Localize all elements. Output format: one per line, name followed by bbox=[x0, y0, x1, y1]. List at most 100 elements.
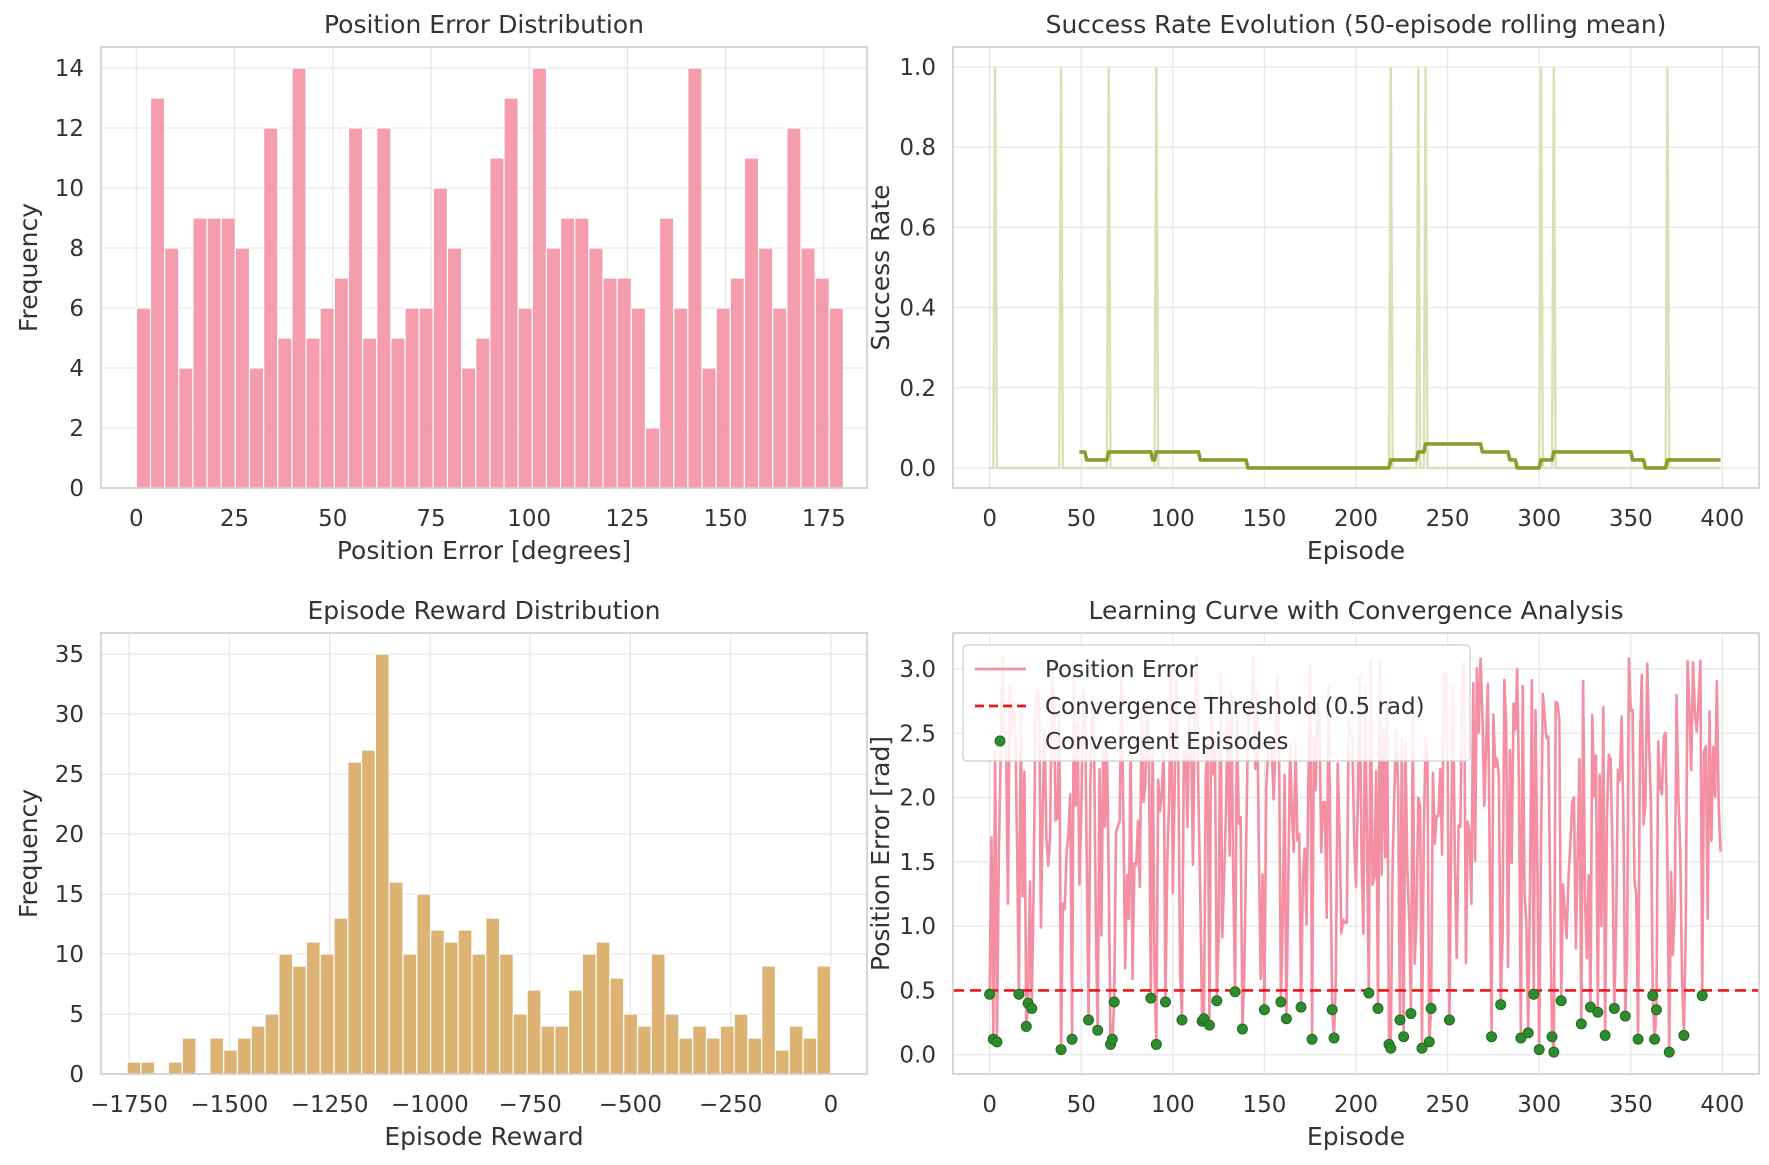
convergent-point bbox=[1522, 1027, 1534, 1039]
histogram-bar bbox=[814, 277, 830, 489]
histogram-bar bbox=[135, 307, 152, 489]
convergent-point bbox=[1066, 1033, 1078, 1045]
histogram-bar bbox=[650, 953, 666, 1075]
convergent-point bbox=[1405, 1008, 1417, 1020]
y-tick-label: 0.4 bbox=[899, 296, 936, 322]
histogram-bar bbox=[489, 157, 505, 489]
x-tick-label: 50 bbox=[318, 506, 347, 532]
chart-title: Episode Reward Distribution bbox=[307, 596, 660, 625]
histogram-bar bbox=[774, 1049, 790, 1075]
convergent-point bbox=[1203, 1019, 1215, 1031]
convergent-point bbox=[1229, 986, 1241, 998]
histogram-bar bbox=[388, 881, 404, 1075]
panel-1: 0 25 50 75 100 125 150 175 0 2 4 6 8 10 12 14 Position E… bbox=[14, 10, 868, 565]
chart-title: Learning Curve with Convergence Analysis bbox=[1089, 596, 1624, 625]
histogram-bar bbox=[416, 893, 432, 1075]
convergent-point bbox=[1555, 995, 1567, 1007]
convergent-point bbox=[984, 988, 996, 1000]
histogram-bar bbox=[816, 965, 832, 1075]
legend-swatch-point bbox=[994, 735, 1006, 747]
histogram-bar bbox=[223, 1049, 239, 1075]
histogram-bar bbox=[443, 941, 459, 1075]
legend: Position Error Convergence Threshold (0.5… bbox=[962, 644, 1471, 762]
histogram-bar bbox=[220, 217, 236, 489]
y-tick-label: 2.5 bbox=[899, 721, 936, 747]
x-tick-label: 75 bbox=[416, 506, 445, 532]
histogram-bar bbox=[457, 929, 473, 1075]
histogram-bar bbox=[743, 157, 760, 489]
convergent-point bbox=[1599, 1029, 1611, 1041]
x-tick-label: 100 bbox=[1151, 1092, 1195, 1118]
plot-frame bbox=[100, 632, 868, 1075]
histogram-bar bbox=[264, 1013, 280, 1075]
convergent-point bbox=[1632, 1033, 1644, 1045]
legend-label: Convergence Threshold (0.5 rad) bbox=[1045, 694, 1425, 720]
x-tick-label: 400 bbox=[1700, 506, 1744, 532]
histogram-bar bbox=[319, 953, 335, 1075]
x-tick-label: −500 bbox=[599, 1092, 662, 1118]
y-tick-label: 2 bbox=[69, 416, 84, 442]
x-tick-label: 50 bbox=[1067, 506, 1096, 532]
chart-title: Position Error Distribution bbox=[324, 10, 644, 39]
histogram-bar bbox=[236, 1037, 252, 1075]
convergent-point bbox=[1584, 1001, 1596, 1013]
convergent-point bbox=[1495, 999, 1507, 1011]
convergent-point bbox=[1608, 1002, 1620, 1014]
histogram-bar bbox=[446, 247, 463, 489]
convergent-point bbox=[1363, 987, 1375, 999]
convergent-point bbox=[1575, 1018, 1587, 1030]
histogram-bar bbox=[802, 1037, 818, 1075]
y-tick-label: 4 bbox=[69, 356, 84, 382]
histogram-bar bbox=[786, 127, 802, 489]
histogram-bar bbox=[636, 1025, 652, 1075]
histogram-bar bbox=[126, 1061, 142, 1075]
histogram-bar bbox=[719, 1025, 735, 1075]
histogram-bar bbox=[644, 427, 661, 489]
convergent-point bbox=[1423, 1036, 1435, 1048]
x-tick-label: 50 bbox=[1067, 1092, 1096, 1118]
y-tick-label: 30 bbox=[55, 702, 84, 728]
y-tick-label: 1.0 bbox=[899, 914, 936, 940]
convergent-point bbox=[1548, 1046, 1560, 1058]
histogram-bar bbox=[630, 307, 647, 489]
histogram-bar bbox=[559, 217, 576, 489]
histogram-bar bbox=[206, 217, 222, 489]
x-tick-label: 400 bbox=[1700, 1092, 1744, 1118]
convergent-point bbox=[1696, 990, 1708, 1002]
x-tick-label: 150 bbox=[1242, 1092, 1286, 1118]
x-axis-label: Episode bbox=[1307, 536, 1405, 565]
chart-title: Success Rate Evolution (50-episode rolli… bbox=[1046, 10, 1667, 39]
y-tick-label: 10 bbox=[55, 942, 84, 968]
panel-4: 0 50 100 150 200 250 300 350 400 0.0 0.5 1.0 1.5 2.0 2… bbox=[866, 596, 1760, 1151]
convergent-point bbox=[1026, 1002, 1038, 1014]
histogram-bar bbox=[503, 97, 519, 489]
histogram-bar bbox=[418, 307, 434, 489]
histogram-bar bbox=[512, 1013, 528, 1075]
histogram-bar bbox=[404, 307, 420, 489]
histogram-bar bbox=[167, 1061, 183, 1075]
histogram-bar bbox=[140, 1061, 156, 1075]
convergent-point bbox=[1425, 1002, 1437, 1014]
convergent-point bbox=[1533, 1044, 1545, 1056]
histogram-bar bbox=[361, 749, 376, 1075]
histogram-bar bbox=[526, 989, 542, 1075]
histogram-bar bbox=[715, 307, 731, 489]
convergent-point bbox=[1176, 1014, 1188, 1026]
y-axis-label: Frequency bbox=[14, 203, 43, 332]
x-tick-label: 175 bbox=[802, 506, 846, 532]
plot-frame bbox=[100, 46, 868, 489]
x-tick-label: −1750 bbox=[90, 1092, 168, 1118]
x-tick-label: 350 bbox=[1609, 506, 1653, 532]
y-tick-label: 0.6 bbox=[899, 215, 936, 241]
y-tick-label: 0 bbox=[69, 1062, 84, 1088]
convergent-point bbox=[1546, 1031, 1558, 1043]
histogram-bar bbox=[701, 367, 717, 489]
x-tick-label: 250 bbox=[1426, 1092, 1470, 1118]
panel-2: 0 50 100 150 200 250 300 350 400 0.0 0.2 0.4 0.6 0.8 1… bbox=[866, 10, 1760, 565]
histogram-bar bbox=[278, 953, 294, 1075]
convergent-point bbox=[1145, 992, 1157, 1004]
panel-3: −1750 −1500 −1250 −1000 −750 −500 −250 0 0 5 10 15 2… bbox=[14, 596, 868, 1151]
convergent-point bbox=[1258, 1004, 1270, 1016]
y-tick-label: 0.0 bbox=[899, 1043, 936, 1069]
